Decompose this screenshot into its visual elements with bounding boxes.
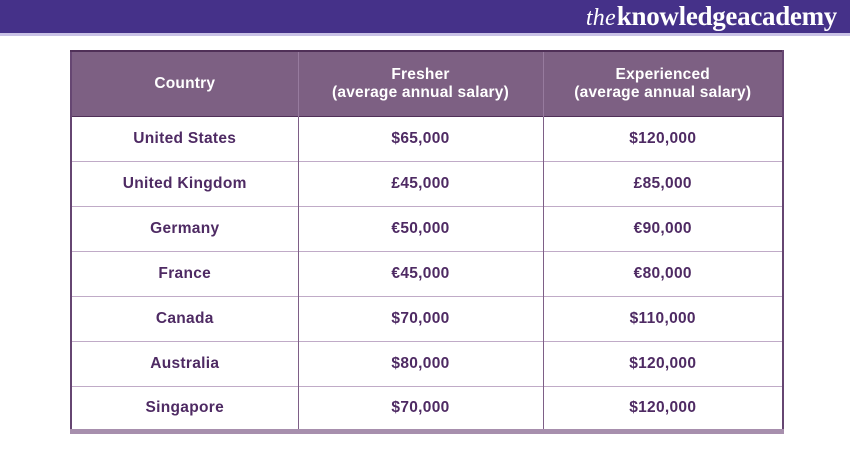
logo-main-text: knowledgeacademy (616, 1, 838, 31)
table-row: Canada $70,000 $110,000 (71, 295, 783, 341)
country-cell: Germany (71, 205, 298, 251)
fresher-salary-cell: $70,000 (297, 295, 543, 341)
column-header-fresher: Fresher (average annual salary) (297, 51, 543, 116)
country-cell: Canada (71, 295, 298, 341)
fresher-salary-cell: $70,000 (297, 385, 543, 431)
table-row: Germany €50,000 €90,000 (71, 205, 783, 251)
fresher-salary-cell: €50,000 (297, 205, 543, 251)
fresher-salary-cell: €45,000 (297, 250, 543, 296)
salary-comparison-table: Country Fresher (average annual salary) … (70, 50, 784, 434)
experienced-salary-cell: $120,000 (542, 385, 783, 431)
experienced-salary-cell: $110,000 (542, 295, 783, 341)
table-header-row: Country Fresher (average annual salary) … (71, 51, 783, 116)
table-row: Singapore $70,000 $120,000 (71, 385, 783, 431)
knowledge-academy-logo: theknowledgeacademy (585, 1, 838, 31)
brand-top-bar: theknowledgeacademy (0, 0, 850, 36)
experienced-salary-cell: €90,000 (542, 205, 783, 251)
experienced-salary-cell: $120,000 (542, 340, 783, 386)
salary-table-container: Country Fresher (average annual salary) … (70, 50, 784, 434)
experienced-salary-cell: £85,000 (542, 160, 783, 206)
country-cell: France (71, 250, 298, 296)
country-cell: United States (71, 115, 298, 161)
country-cell: Australia (71, 340, 298, 386)
table-row: France €45,000 €80,000 (71, 250, 783, 296)
column-header-country: Country (71, 51, 298, 116)
table-row: United Kingdom £45,000 £85,000 (71, 160, 783, 206)
fresher-salary-cell: £45,000 (297, 160, 543, 206)
logo-the-text: the (585, 5, 616, 31)
column-header-experienced: Experienced (average annual salary) (542, 51, 783, 116)
experienced-salary-cell: $120,000 (542, 115, 783, 161)
country-cell: Singapore (71, 385, 298, 431)
fresher-salary-cell: $65,000 (297, 115, 543, 161)
table-row: Australia $80,000 $120,000 (71, 340, 783, 386)
country-cell: United Kingdom (71, 160, 298, 206)
fresher-salary-cell: $80,000 (297, 340, 543, 386)
table-row: United States $65,000 $120,000 (71, 115, 783, 161)
experienced-salary-cell: €80,000 (542, 250, 783, 296)
